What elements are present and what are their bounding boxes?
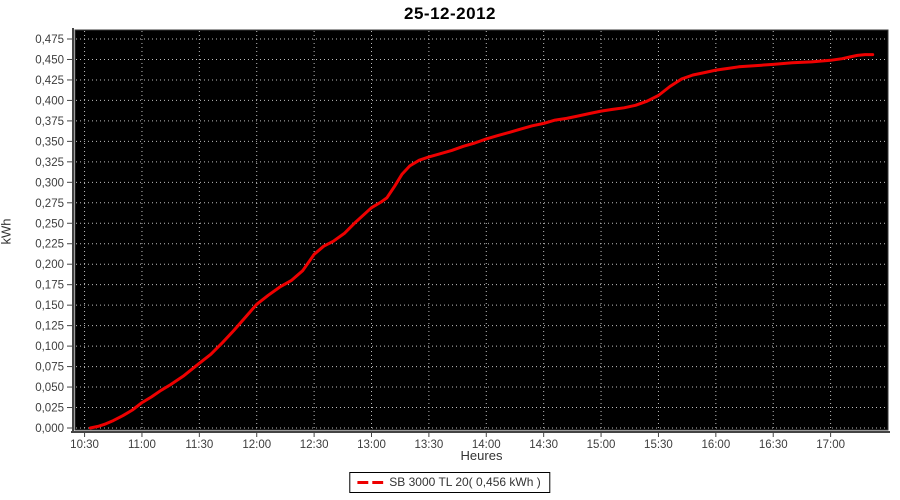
- x-tick-label: 15:30: [644, 439, 673, 451]
- plot-svg: 0,000 0,025 0,050 0,075 0,100 0,125 0,150 0,175…: [35, 28, 890, 451]
- y-tick-label: 0,250: [35, 218, 64, 230]
- y-axis-ticks: 0,000 0,025 0,050 0,075 0,100 0,125 0,150 0,175…: [35, 34, 73, 435]
- x-tick-label: 16:00: [701, 439, 730, 451]
- y-tick-label: 0,400: [35, 95, 64, 107]
- y-tick-label: 0,375: [35, 116, 64, 128]
- x-tick-label: 13:00: [357, 439, 386, 451]
- y-tick-label: 0,225: [35, 239, 64, 251]
- y-tick-label: 0,075: [35, 362, 64, 374]
- y-tick-label: 0,425: [35, 75, 64, 87]
- y-tick-label: 0,175: [35, 280, 64, 292]
- y-tick-label: 0,475: [35, 34, 64, 46]
- y-tick-label: 0,300: [35, 177, 64, 189]
- y-tick-label: 0,000: [35, 423, 64, 435]
- x-tick-label: 14:30: [529, 439, 558, 451]
- x-tick-label: 10:30: [70, 439, 99, 451]
- x-tick-label: 11:00: [128, 439, 156, 451]
- series-line-sb3000: [88, 53, 875, 430]
- plot-area: [74, 29, 889, 431]
- x-tick-label: 13:30: [415, 439, 444, 451]
- x-tick-label: 12:30: [300, 439, 329, 451]
- y-tick-label: 0,325: [35, 157, 64, 169]
- legend: SB 3000 TL 20( 0,456 kWh ): [349, 472, 551, 493]
- y-tick-label: 0,025: [35, 403, 64, 415]
- y-tick-label: 0,100: [35, 341, 64, 353]
- legend-label: SB 3000 TL 20( 0,456 kWh ): [389, 475, 541, 489]
- x-tick-label: 12:00: [242, 439, 271, 451]
- x-tick-label: 17:00: [816, 439, 845, 451]
- y-tick-label: 0,050: [35, 382, 64, 394]
- y-tick-label: 0,450: [35, 54, 64, 66]
- y-tick-label: 0,125: [35, 321, 64, 333]
- y-tick-label: 0,200: [35, 259, 64, 271]
- y-tick-label: 0,150: [35, 300, 64, 312]
- x-tick-label: 14:00: [472, 439, 501, 451]
- x-axis-ticks: 10:30 11:00 11:30 12:00 12:30 13:00 13:30 14:00…: [70, 432, 845, 451]
- x-tick-label: 15:00: [587, 439, 616, 451]
- x-tick-label: 16:30: [759, 439, 788, 451]
- legend-line-swatch: [357, 480, 384, 484]
- x-axis-label: Heures: [460, 448, 503, 463]
- y-tick-label: 0,275: [35, 198, 64, 210]
- x-tick-label: 11:30: [185, 439, 213, 451]
- chart-title: 25-12-2012: [404, 4, 496, 23]
- y-tick-label: 0,350: [35, 136, 64, 148]
- axis-lines: [71, 28, 890, 433]
